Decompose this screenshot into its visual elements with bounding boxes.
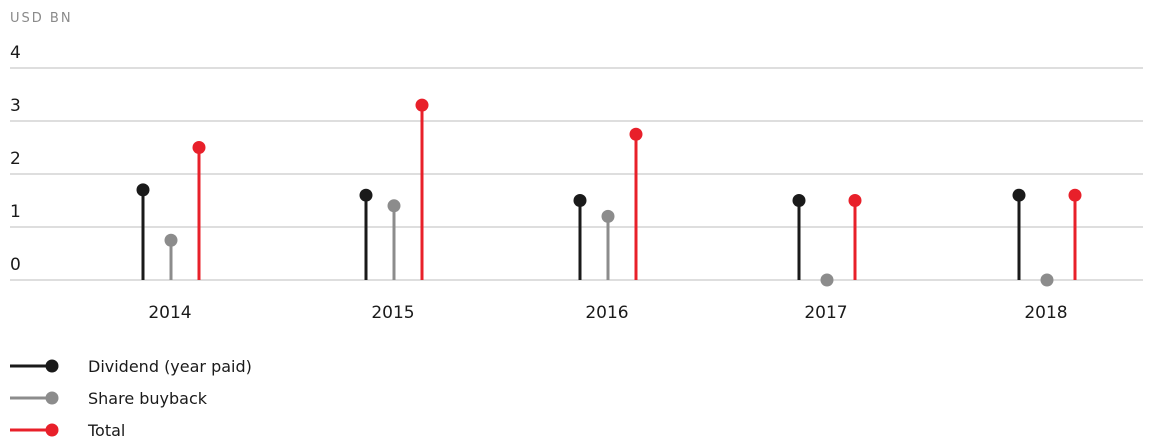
lollipop-total-2016 — [629, 127, 643, 280]
lollipop-total-2014 — [192, 141, 206, 280]
y-tick-label: 0 — [10, 255, 21, 275]
gridlines — [10, 67, 1143, 281]
legend-item: Dividend (year paid) — [10, 357, 252, 376]
lollipop-dividend-year-paid--2017 — [792, 194, 806, 280]
lollipop-dividend-year-paid--2014 — [136, 183, 150, 280]
lollipop-share-buyback-2018 — [1040, 273, 1054, 287]
lollipop-dot — [387, 199, 401, 213]
y-tick-label: 3 — [10, 96, 21, 116]
lollipop-dot — [601, 209, 615, 223]
legend-item: Total — [10, 421, 125, 440]
lollipop-marks — [136, 98, 1082, 287]
y-tick-label: 1 — [10, 202, 21, 222]
lollipop-share-buyback-2015 — [387, 199, 401, 280]
lollipop-dot — [792, 194, 806, 207]
x-tick-label: 2017 — [804, 303, 847, 323]
lollipop-dot — [1040, 273, 1054, 287]
lollipop-dot — [820, 273, 834, 287]
lollipop-total-2018 — [1068, 188, 1082, 280]
lollipop-dot — [629, 127, 643, 141]
legend-label: Total — [87, 421, 125, 440]
legend-label: Dividend (year paid) — [88, 357, 252, 376]
lollipop-dot — [573, 194, 587, 207]
legend-item: Share buyback — [10, 389, 208, 408]
lollipop-dot — [359, 188, 373, 202]
unit-label: USD BN — [10, 11, 73, 26]
lollipop-dot — [164, 233, 178, 247]
lollipop-total-2015 — [415, 98, 429, 280]
x-tick-label: 2018 — [1024, 303, 1067, 323]
x-tick-label: 2014 — [148, 303, 191, 323]
legend-dot-swatch — [45, 423, 59, 437]
lollipop-dot — [192, 141, 206, 154]
lollipop-total-2017 — [848, 194, 862, 280]
lollipop-dot — [848, 194, 862, 207]
legend-dot-swatch — [45, 359, 59, 373]
legend-dot-swatch — [45, 391, 59, 405]
lollipop-share-buyback-2014 — [164, 233, 178, 280]
lollipop-share-buyback-2017 — [820, 273, 834, 287]
lollipop-dot — [1012, 188, 1026, 202]
x-tick-label: 2016 — [585, 303, 628, 323]
legend-label: Share buyback — [88, 389, 208, 408]
y-tick-label: 4 — [10, 43, 21, 63]
lollipop-share-buyback-2016 — [601, 209, 615, 280]
lollipop-dividend-year-paid--2018 — [1012, 188, 1026, 280]
lollipop-dot — [415, 98, 429, 112]
lollipop-dividend-year-paid--2015 — [359, 188, 373, 280]
x-axis-ticks: 2014 2015 2016 2017 2018 — [148, 303, 1067, 323]
x-tick-label: 2015 — [371, 303, 414, 323]
y-axis-ticks: 0 1 2 3 4 — [10, 43, 21, 275]
legend: Dividend (year paid) Share buyback Total — [10, 357, 252, 440]
lollipop-dot — [136, 183, 150, 197]
lollipop-dot — [1068, 188, 1082, 202]
lollipop-dividend-year-paid--2016 — [573, 194, 587, 280]
y-tick-label: 2 — [10, 149, 21, 169]
